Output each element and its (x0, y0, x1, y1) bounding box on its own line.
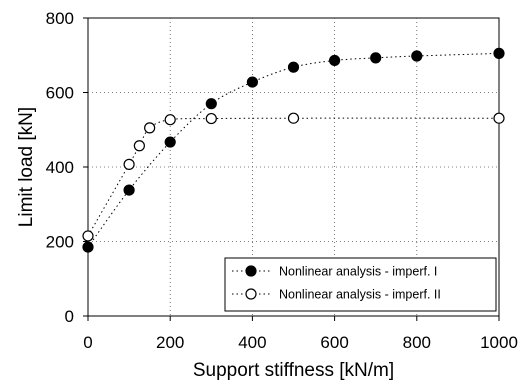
legend-box (224, 257, 497, 312)
data-point-s2-0 (82, 230, 94, 242)
data-point-s1-6 (329, 54, 341, 67)
legend-marker-imperf-2 (245, 288, 257, 300)
x-tick-label-5: 1000 (480, 333, 518, 352)
y-tick-label-4: 800 (46, 9, 74, 28)
data-point-s1-5 (287, 61, 300, 73)
data-point-s1-7 (370, 52, 382, 64)
legend-marker-imperf-1 (245, 265, 257, 277)
x-axis-ticks: 0 200 400 600 800 1000 (83, 316, 518, 352)
y-tick-label-0: 0 (65, 307, 74, 326)
series-line-1 (87, 52, 500, 248)
x-tick-label-2: 400 (238, 333, 266, 352)
legend-entry-imperf-2: Nonlinear analysis - imperf. II (232, 288, 441, 302)
data-point-s2-3 (144, 122, 156, 134)
legend: Nonlinear analysis - imperf. I Nonlinear… (224, 257, 497, 312)
y-axis-title: Limit load [kN] (16, 107, 37, 227)
data-point-s2-5 (205, 112, 217, 125)
data-point-s1-4 (246, 76, 258, 88)
y-tick-label-2: 400 (46, 158, 74, 177)
data-point-s2-7 (493, 112, 505, 124)
y-axis-ticks: 0 200 400 600 800 (46, 9, 88, 326)
x-tick-label-4: 800 (403, 333, 431, 352)
data-point-s1-8 (411, 50, 423, 62)
legend-entry-imperf-1: Nonlinear analysis - imperf. I (232, 265, 437, 279)
data-point-s1-0 (82, 241, 94, 253)
y-tick-label-3: 600 (46, 84, 74, 103)
data-point-s1-1 (123, 184, 135, 196)
x-axis-title: Support stiffness [kN/m] (193, 360, 394, 380)
data-point-s1-2 (164, 136, 176, 148)
x-tick-label-1: 200 (156, 333, 184, 352)
data-point-s1-3 (205, 98, 217, 110)
x-tick-label-0: 0 (83, 333, 92, 352)
y-tick-label-1: 200 (46, 233, 74, 252)
data-point-s2-2 (133, 140, 145, 152)
data-point-s2-4 (164, 114, 176, 126)
data-point-s1-9 (493, 47, 505, 59)
x-tick-label-3: 600 (320, 333, 348, 352)
legend-label-imperf-2: Nonlinear analysis - imperf. II (279, 288, 441, 302)
data-point-s2-1 (123, 158, 135, 170)
legend-label-imperf-1: Nonlinear analysis - imperf. I (279, 265, 437, 279)
data-point-s2-6 (287, 112, 300, 124)
series-points (82, 47, 505, 253)
